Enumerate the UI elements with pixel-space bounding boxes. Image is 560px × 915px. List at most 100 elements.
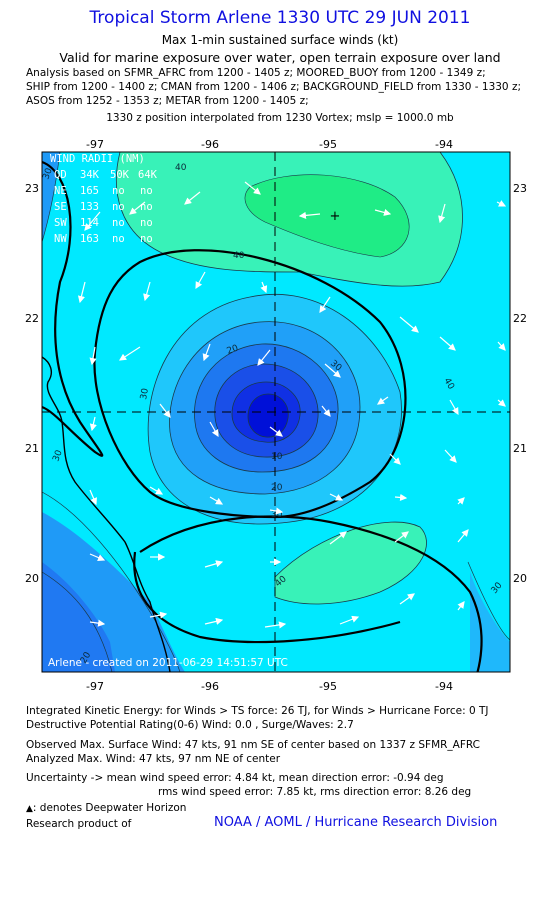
wind-radii-cell: no <box>112 233 125 245</box>
analysis-line-1: Analysis based on SFMR_AFRC from 1200 - … <box>26 67 486 79</box>
wind-radii-cell: no <box>140 185 153 197</box>
wind-vector-arrow <box>84 211 101 231</box>
wind-vector-arrow <box>339 615 360 625</box>
wind-vector-arrow <box>118 346 141 361</box>
wind-vector-arrow <box>329 531 347 545</box>
wind-vector-arrow <box>399 593 415 605</box>
wind-map: -97 -96 -95 -94 -97 -96 -95 -94 23 22 21… <box>25 138 527 693</box>
wind-radii-cell: NW <box>54 233 67 245</box>
wind-vector-arrow <box>269 507 284 515</box>
wind-vector-arrow <box>449 399 459 416</box>
wind-vector-arrow <box>89 416 97 432</box>
deepwater-marker-icon: ▲ <box>26 804 33 814</box>
wind-vector-arrow <box>264 621 287 629</box>
wind-vector-arrow <box>129 201 146 215</box>
wind-vector-arrow <box>89 489 97 506</box>
research-label: Research product of <box>26 818 132 830</box>
wind-radii-cell: 165 <box>80 185 99 197</box>
lon-tick-top: -94 <box>435 138 453 151</box>
wind-vector-arrow <box>184 191 201 205</box>
wind-vector-arrow <box>394 493 408 502</box>
wind-vector-arrow <box>209 421 219 438</box>
wind-vector-arrow <box>439 336 456 351</box>
dpr-line: Destructive Potential Rating(0-6) Wind: … <box>26 719 354 731</box>
wind-vector-arrow <box>204 617 224 625</box>
wind-vector-arrow <box>438 203 446 224</box>
wind-vector-arrow <box>321 405 331 417</box>
wind-radii-cell: NE <box>54 185 67 197</box>
contour-line <box>42 152 61 243</box>
wind-vector-arrow <box>202 343 211 362</box>
wind-vector-arrow <box>89 619 106 627</box>
map-frame <box>41 151 511 673</box>
wind-radii-cell: SW <box>54 217 67 229</box>
coastline <box>42 356 171 672</box>
uncertainty-line-2: rms wind speed error: 7.85 kt, rms direc… <box>158 786 472 798</box>
wind-vector-arrow <box>244 181 261 195</box>
subtitle-exposure: Valid for marine exposure over water, op… <box>59 50 501 65</box>
observed-max-line: Observed Max. Surface Wind: 47 kts, 91 n… <box>26 739 481 751</box>
wind-radii-cell: 114 <box>80 217 99 229</box>
contour-line <box>467 561 510 641</box>
wind-vector-arrow <box>319 296 331 313</box>
contour-label: 20 <box>271 483 283 493</box>
wind-vector-arrow <box>497 341 506 351</box>
hrd-link[interactable]: NOAA / AOML / Hurricane Research Divisio… <box>214 815 498 830</box>
wind-vector-arrow <box>89 553 106 561</box>
wind-vector-arrow <box>269 426 283 437</box>
wind-radii-cell: no <box>140 217 153 229</box>
wind-vector-arrow <box>260 281 268 294</box>
contour-50kt-north <box>244 174 410 258</box>
wind-vector-arrow <box>377 396 389 405</box>
wind-radii-header: 34K <box>80 169 100 181</box>
wind-vector-arrow <box>89 346 97 366</box>
wind-radii-34kt-boundary-south-inner <box>133 551 401 644</box>
lat-tick-right: 22 <box>513 312 527 325</box>
contour-line <box>42 571 113 672</box>
wind-radii-cell: SE <box>54 201 67 213</box>
wind-radii-cell: no <box>112 185 125 197</box>
lat-tick-left: 22 <box>25 312 39 325</box>
contour-label: 30 <box>51 449 64 463</box>
lat-tick-left: 20 <box>25 572 39 585</box>
wind-radii-34kt-boundary-south <box>139 515 483 672</box>
lat-tick-right: 20 <box>513 572 527 585</box>
wind-vector-arrow <box>195 271 206 290</box>
wind-vector-arrow <box>324 363 341 378</box>
lon-tick-bottom: -96 <box>201 680 219 693</box>
wind-vector-arrow <box>457 497 465 505</box>
contour-label: 20 <box>226 343 240 356</box>
wind-vector-arrow <box>496 200 507 207</box>
wind-vector-arrow <box>457 529 469 543</box>
wind-radii-header: QD <box>54 169 67 181</box>
map-plot-area: + 40 40 40 30 20 30 30 10 20 30 40 30 20… <box>42 152 510 672</box>
wind-vector-arrow <box>204 560 224 568</box>
deepwater-legend: ▲: denotes Deepwater Horizon <box>26 802 186 814</box>
wind-radii-cell: 163 <box>80 233 99 245</box>
wind-vector-arrow <box>149 486 164 495</box>
contour-label: 30 <box>139 387 151 400</box>
wind-vector-arrow <box>257 349 271 366</box>
wind-radii-34kt-boundary-west <box>42 160 104 457</box>
lon-tick-bottom: -97 <box>86 680 104 693</box>
lon-tick-top: -95 <box>319 138 337 151</box>
wind-vector-arrow <box>374 208 392 216</box>
wind-radii-cell: no <box>140 233 153 245</box>
lat-tick-right: 21 <box>513 442 527 455</box>
wind-core <box>247 393 289 438</box>
weak-wind-region-southwest-inner <box>42 562 115 672</box>
weak-wind-region-southeast <box>470 572 510 672</box>
wind-vector-arrow <box>457 601 465 611</box>
wind-vector-arrow <box>149 611 168 619</box>
wind-vector-arrow <box>298 211 321 219</box>
wind-vector-arrow <box>497 399 506 407</box>
ike-line: Integrated Kinetic Energy: for Winds > T… <box>26 705 489 717</box>
wind-radii-cell: 133 <box>80 201 99 213</box>
uncertainty-line-1: Uncertainty -> mean wind speed error: 4.… <box>26 772 444 784</box>
contour-label: 10 <box>271 452 283 462</box>
contour-label: 30 <box>271 510 283 520</box>
weak-wind-region-northwest <box>42 152 60 242</box>
position-note: 1330 z position interpolated from 1230 V… <box>106 112 454 124</box>
analysis-line-2: SHIP from 1200 - 1400 z; CMAN from 1200 … <box>26 81 522 93</box>
max-wind-marker: + <box>330 209 341 224</box>
